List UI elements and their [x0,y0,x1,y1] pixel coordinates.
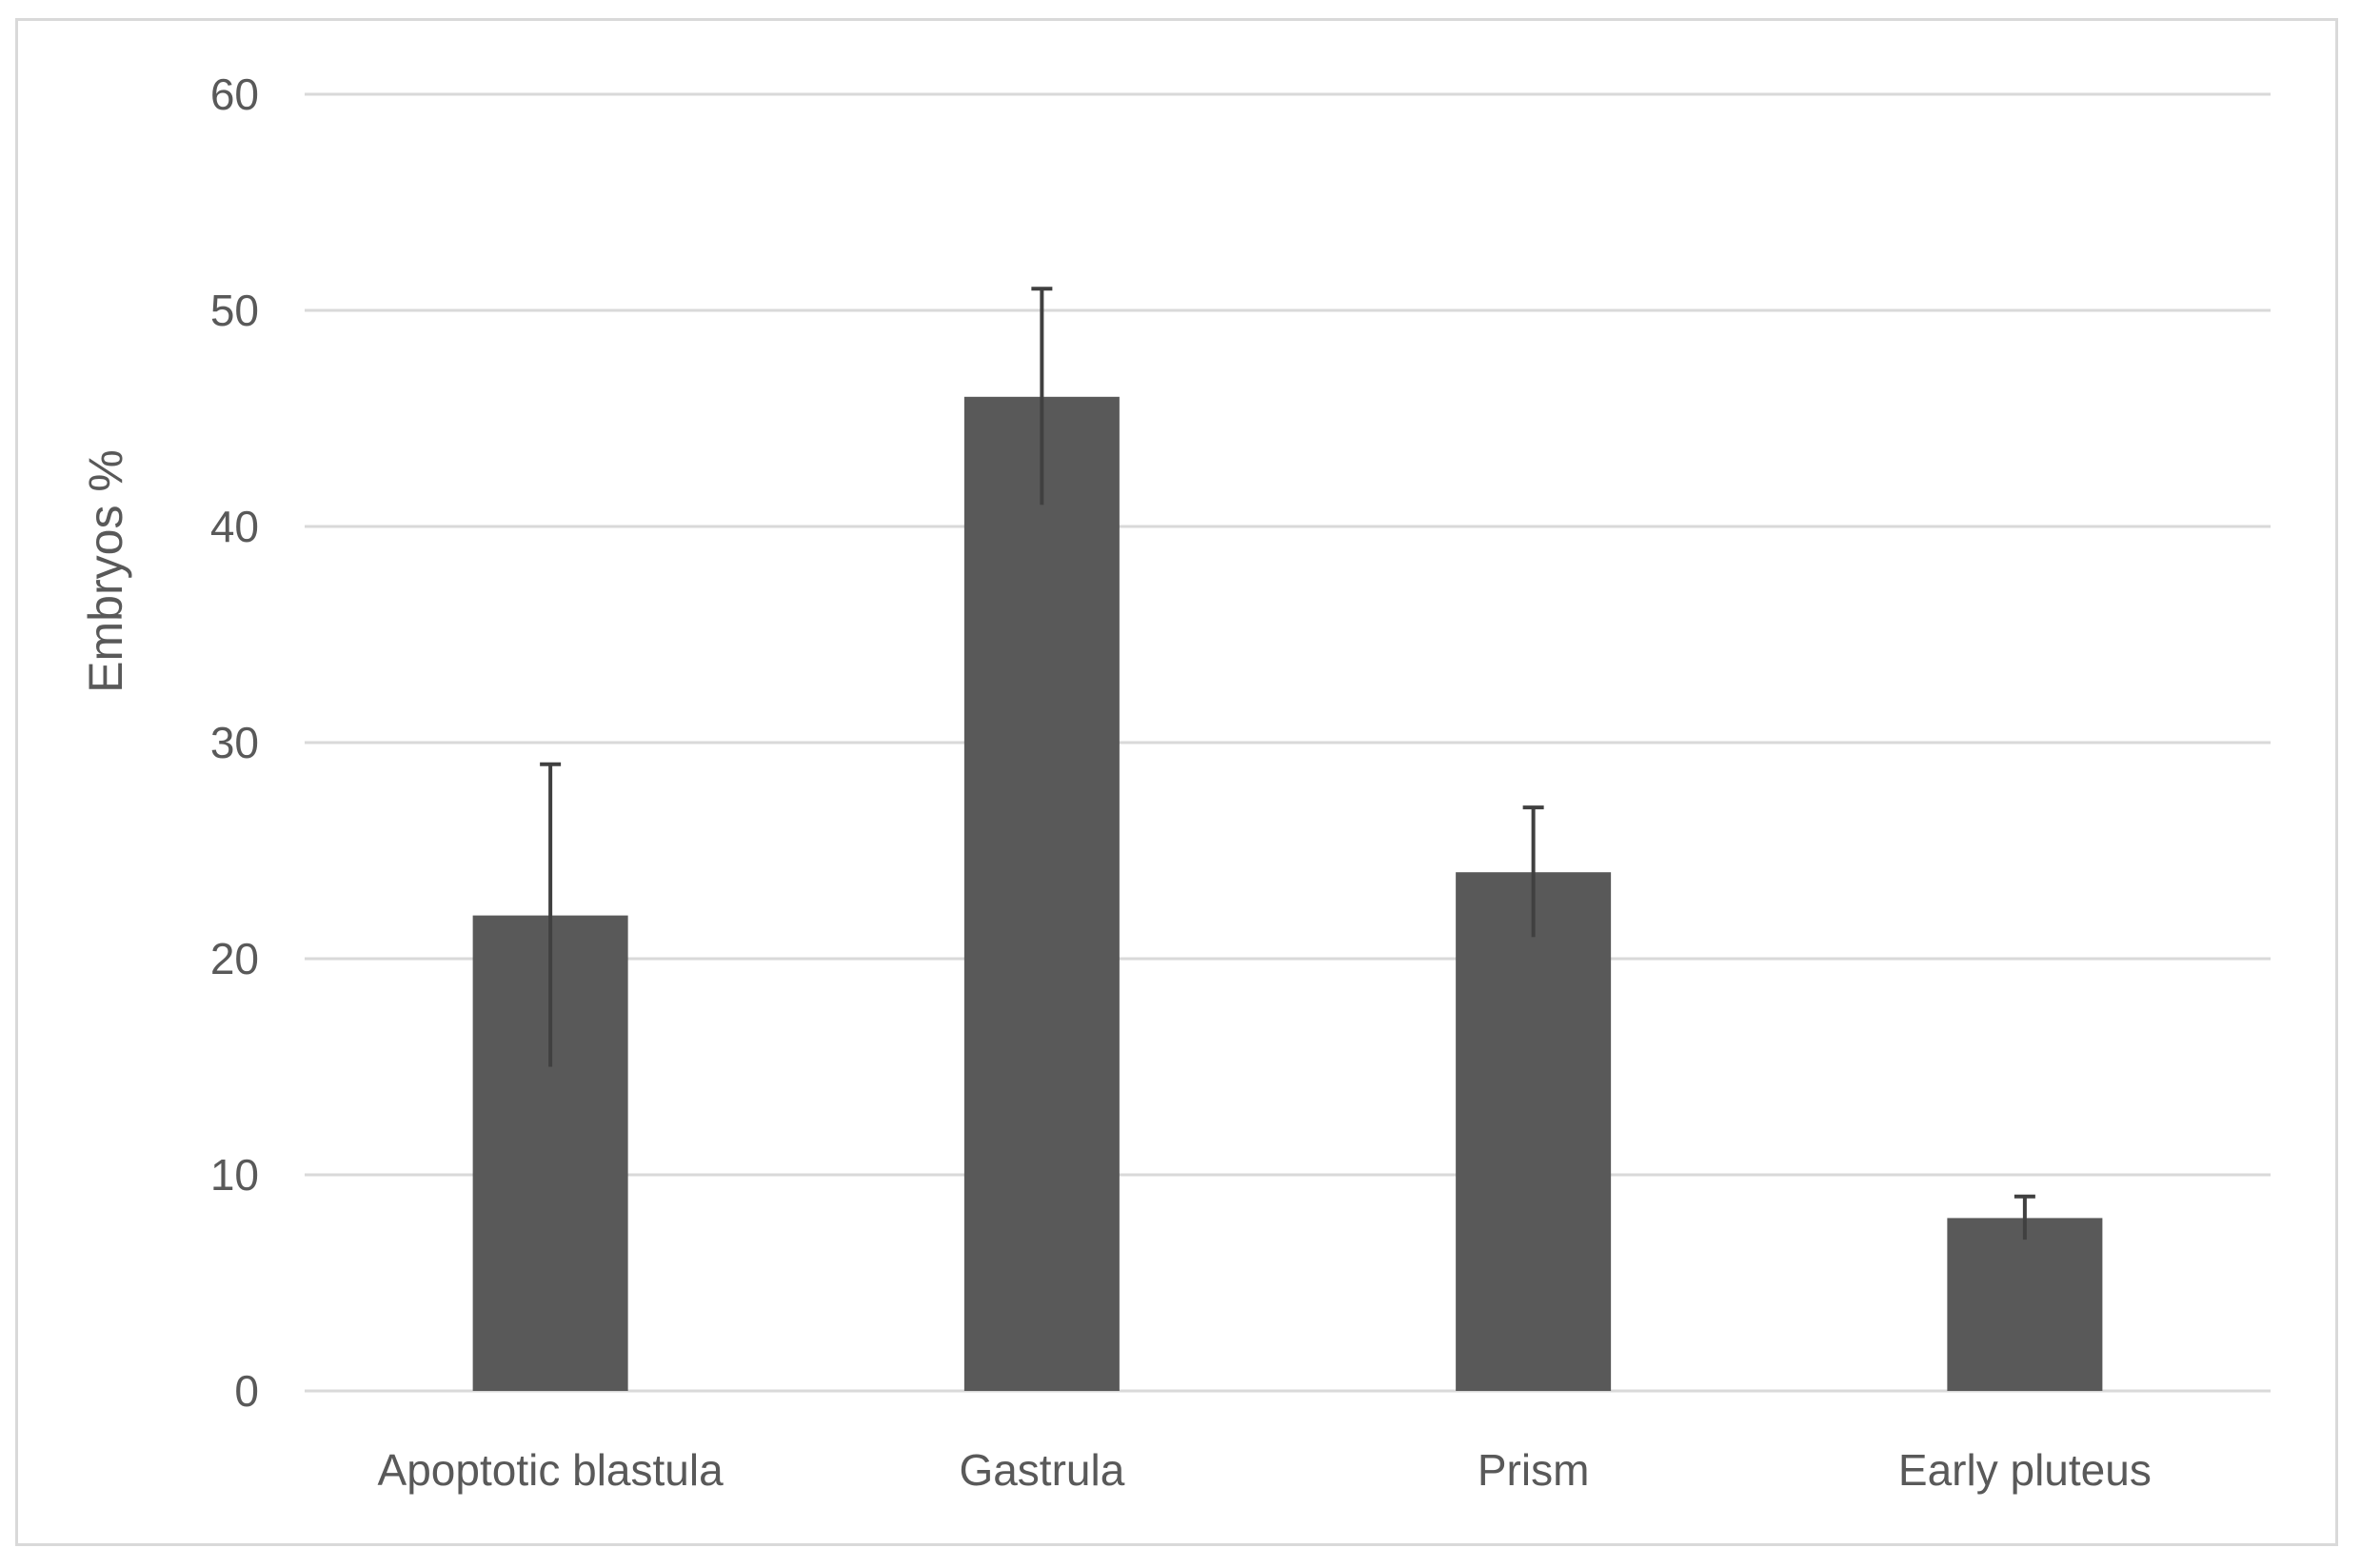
bar-prism [1456,872,1612,1391]
x-tick-label: Gastrula [959,1445,1124,1495]
y-tick-label: 20 [210,934,259,983]
error-bar-prism [1522,805,1544,938]
y-axis-title: Embryos % [79,449,132,693]
y-tick-label: 40 [210,502,259,551]
bar-gastrula [963,396,1120,1391]
bar-early-pluteus [1947,1218,2103,1391]
error-bar-apoptotic-blastula [540,762,562,1067]
x-tick-label: Prism [1478,1445,1590,1495]
y-tick-label: 60 [210,69,259,119]
gridlines [305,92,2271,1393]
y-tick-label: 0 [234,1366,259,1416]
y-tick-label: 30 [210,718,259,767]
x-axis-category-labels: Apoptotic blastula Gastrula Prism Early plu… [378,1445,2152,1495]
error-bars [540,287,2035,1241]
x-tick-label: Early pluteus [1898,1445,2152,1495]
y-axis-tick-labels: 0 10 20 30 40 50 60 [210,69,259,1416]
y-tick-label: 50 [210,286,259,335]
y-tick-label: 10 [210,1150,259,1200]
x-tick-label: Apoptotic blastula [378,1445,724,1495]
error-bar-gastrula [1031,287,1053,506]
bars [472,396,2103,1391]
error-bar-early-pluteus [2014,1194,2035,1241]
